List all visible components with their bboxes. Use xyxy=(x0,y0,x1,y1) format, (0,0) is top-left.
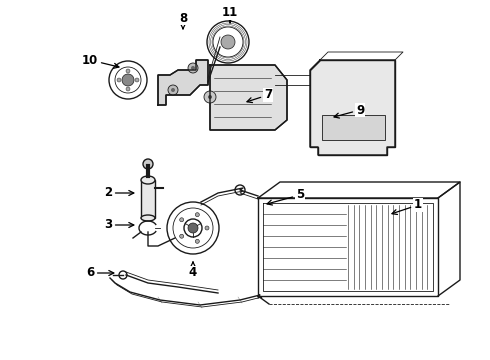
Text: 9: 9 xyxy=(334,104,364,118)
Circle shape xyxy=(135,78,139,82)
Circle shape xyxy=(208,95,212,99)
Text: 8: 8 xyxy=(179,12,187,29)
Text: 4: 4 xyxy=(189,262,197,279)
Ellipse shape xyxy=(141,215,155,221)
Text: 2: 2 xyxy=(104,186,134,199)
Circle shape xyxy=(205,226,209,230)
Circle shape xyxy=(196,213,199,217)
Circle shape xyxy=(180,218,184,222)
Text: 6: 6 xyxy=(86,266,114,279)
Polygon shape xyxy=(158,60,208,105)
Text: 5: 5 xyxy=(267,189,304,205)
Text: 1: 1 xyxy=(392,198,422,215)
Circle shape xyxy=(171,88,175,92)
Circle shape xyxy=(221,35,235,49)
Text: 3: 3 xyxy=(104,219,134,231)
Circle shape xyxy=(188,223,198,233)
Text: 10: 10 xyxy=(82,54,119,68)
Circle shape xyxy=(122,74,134,86)
Circle shape xyxy=(196,239,199,243)
Bar xyxy=(322,115,385,140)
Circle shape xyxy=(204,91,216,103)
Circle shape xyxy=(117,78,121,82)
Polygon shape xyxy=(210,65,287,130)
Text: 11: 11 xyxy=(222,6,238,23)
Ellipse shape xyxy=(141,176,155,184)
Circle shape xyxy=(143,159,153,169)
Circle shape xyxy=(191,66,195,70)
Circle shape xyxy=(126,69,130,73)
Polygon shape xyxy=(310,60,395,155)
Circle shape xyxy=(188,63,198,73)
Circle shape xyxy=(126,87,130,91)
Circle shape xyxy=(180,234,184,238)
Bar xyxy=(141,180,155,218)
Text: 7: 7 xyxy=(247,89,272,103)
Circle shape xyxy=(168,85,178,95)
